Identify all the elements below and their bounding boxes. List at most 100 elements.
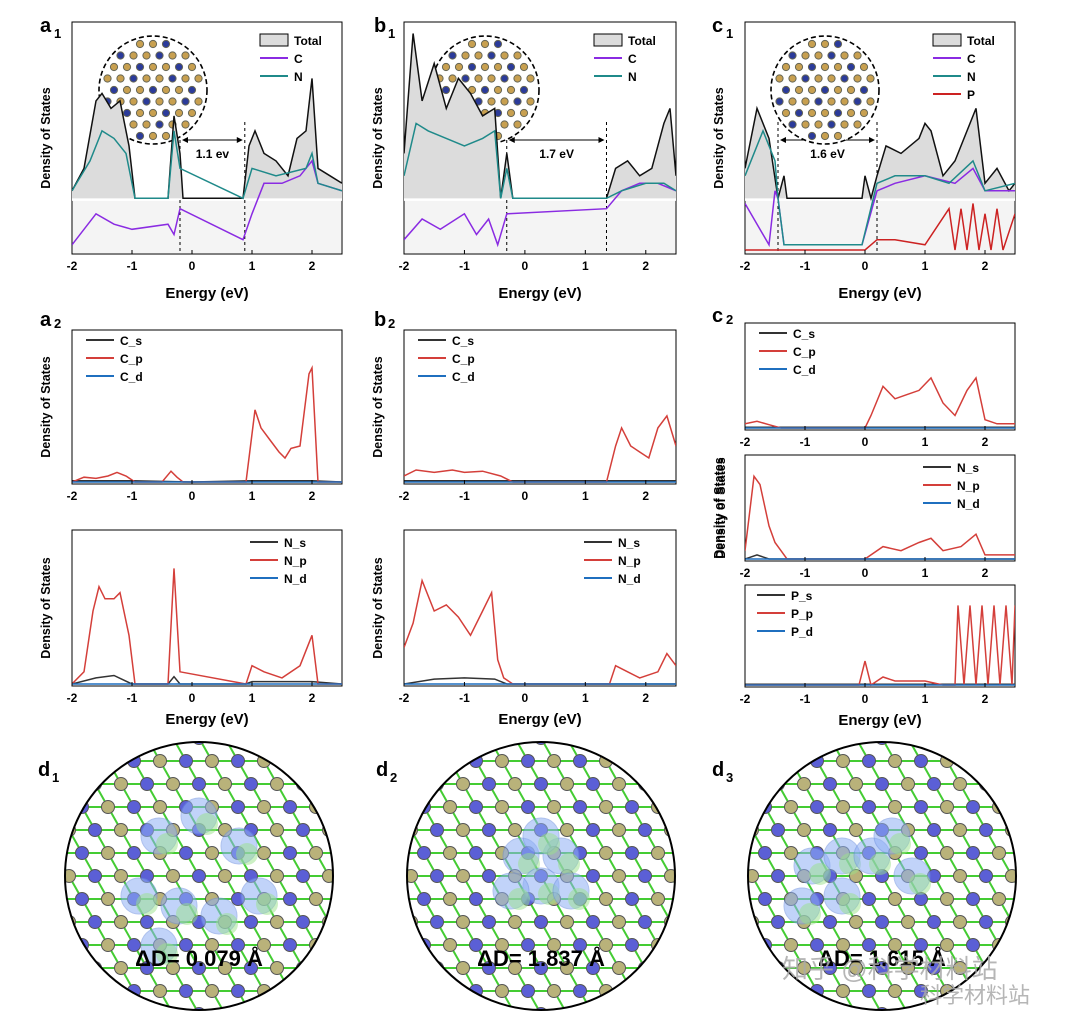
atom bbox=[161, 85, 171, 95]
atom bbox=[626, 709, 639, 722]
atom bbox=[379, 870, 392, 883]
legend-label: N_p bbox=[618, 554, 641, 568]
atom bbox=[231, 984, 245, 998]
panel-circle bbox=[747, 741, 1017, 1011]
bond bbox=[1064, 876, 1071, 899]
atom bbox=[482, 869, 496, 883]
x-tick-label: 2 bbox=[982, 566, 989, 580]
atom bbox=[612, 742, 626, 745]
atom bbox=[992, 892, 1006, 906]
atom bbox=[366, 893, 379, 906]
x-tick-label: 1 bbox=[582, 489, 589, 503]
atom bbox=[187, 108, 197, 118]
atom bbox=[862, 984, 876, 998]
x-tick-label: 0 bbox=[862, 566, 869, 580]
atom bbox=[88, 823, 102, 837]
atom bbox=[717, 824, 730, 837]
bond bbox=[263, 990, 278, 1010]
atom bbox=[362, 939, 375, 952]
atom bbox=[638, 742, 652, 745]
atom bbox=[820, 131, 830, 141]
bond bbox=[644, 742, 659, 762]
atom bbox=[181, 97, 190, 106]
atom bbox=[534, 915, 548, 929]
bond bbox=[1038, 922, 1051, 945]
atom bbox=[599, 938, 613, 952]
atom bbox=[135, 39, 145, 49]
atom bbox=[534, 961, 548, 975]
atom bbox=[901, 961, 915, 975]
atom bbox=[927, 1007, 941, 1010]
structure-inset bbox=[98, 35, 208, 145]
bond bbox=[449, 990, 464, 1010]
atom bbox=[820, 62, 830, 72]
y-axis-label: Density of States bbox=[39, 356, 53, 457]
bond bbox=[618, 742, 633, 762]
atom bbox=[694, 824, 707, 837]
atom bbox=[388, 801, 401, 814]
atom bbox=[148, 39, 158, 49]
atom bbox=[707, 985, 720, 998]
atom bbox=[379, 1008, 392, 1014]
atom bbox=[781, 62, 791, 72]
atom bbox=[807, 131, 817, 141]
bond bbox=[385, 738, 398, 761]
atom bbox=[748, 742, 759, 745]
atom bbox=[349, 732, 362, 745]
atom bbox=[853, 97, 862, 106]
bond bbox=[973, 715, 986, 738]
chart-c2C: -2 -1 0 1 2c 2C_sC_pC_d bbox=[712, 305, 1016, 449]
legend-label: C_s bbox=[793, 327, 815, 341]
atom bbox=[24, 893, 37, 906]
x-tick-label: 2 bbox=[982, 259, 989, 273]
atom bbox=[875, 742, 889, 745]
atom bbox=[810, 938, 824, 952]
atom bbox=[927, 823, 941, 837]
series-group bbox=[745, 474, 1015, 560]
atom bbox=[859, 85, 869, 95]
atom bbox=[651, 892, 665, 906]
legend-label: P_d bbox=[791, 625, 813, 639]
bond bbox=[107, 990, 122, 1010]
atom bbox=[730, 939, 743, 952]
atom bbox=[430, 823, 444, 837]
atom bbox=[1058, 870, 1071, 883]
bond bbox=[959, 742, 974, 762]
atom bbox=[979, 777, 993, 791]
bond bbox=[56, 715, 69, 738]
bond bbox=[605, 990, 620, 1010]
atom bbox=[694, 778, 707, 791]
x-axis-label: Energy (eV) bbox=[498, 285, 581, 302]
atom bbox=[508, 742, 522, 745]
atom bbox=[888, 800, 902, 814]
bond bbox=[68, 742, 83, 762]
bond bbox=[1025, 853, 1038, 876]
x-tick-label: 1 bbox=[922, 259, 929, 273]
watermark-2: 科学材料站 bbox=[920, 983, 1030, 1008]
series-group bbox=[72, 78, 342, 246]
atom bbox=[192, 777, 206, 791]
atom bbox=[218, 742, 232, 745]
atom bbox=[612, 961, 626, 975]
atom bbox=[794, 62, 804, 72]
bond bbox=[684, 945, 697, 968]
atom bbox=[37, 1008, 50, 1014]
bond bbox=[710, 715, 723, 738]
bond bbox=[697, 922, 710, 945]
atom bbox=[181, 51, 190, 60]
chart-c1: 1.6 eV -2 -1 0 1 2 Energy (eV) Density of State… bbox=[712, 15, 1016, 302]
atom bbox=[218, 869, 232, 883]
atom bbox=[166, 742, 180, 745]
legend-label: N_d bbox=[957, 497, 980, 511]
atom bbox=[114, 915, 128, 929]
atom bbox=[625, 938, 639, 952]
atom bbox=[161, 39, 171, 49]
atom bbox=[231, 800, 245, 814]
bond bbox=[723, 830, 736, 853]
bond bbox=[342, 761, 355, 784]
atom bbox=[244, 742, 258, 745]
x-tick-label: 1 bbox=[249, 691, 256, 705]
series-group bbox=[404, 578, 676, 685]
atom bbox=[205, 984, 219, 998]
atom bbox=[379, 916, 392, 929]
